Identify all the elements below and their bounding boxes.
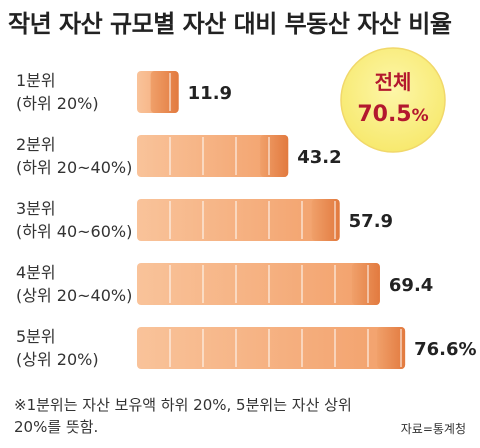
bar-end-cap — [351, 263, 380, 305]
badge-unit: % — [412, 106, 429, 126]
bar — [137, 263, 380, 305]
bar-end-cap — [150, 71, 179, 113]
bar — [137, 199, 340, 241]
value-label: 43.2 — [297, 147, 341, 168]
category-sublabel: (하위 20%) — [16, 94, 99, 113]
category-label: 4분위 — [16, 263, 56, 282]
category-sublabel: (하위 40~60%) — [16, 222, 132, 241]
value-label: 11.9 — [188, 83, 232, 104]
bar-body — [137, 327, 406, 369]
category-sublabel: (상위 20%) — [16, 350, 99, 369]
value-label: 57.9 — [349, 211, 393, 232]
badge-label: 전체 — [375, 70, 412, 94]
bar — [137, 135, 289, 177]
bar — [137, 71, 179, 113]
category-sublabel: (상위 20~40%) — [16, 286, 132, 305]
category-label: 1분위 — [16, 71, 56, 90]
category-sublabel: (하위 20~40%) — [16, 158, 132, 177]
bar-end-cap — [260, 135, 289, 177]
bar-end-cap — [377, 327, 406, 369]
chart-title: 작년 자산 규모별 자산 대비 부동산 자산 비율 — [8, 10, 452, 38]
total-badge: 전체 70.5% — [340, 47, 446, 153]
bar-body — [137, 263, 380, 305]
badge-value: 70.5% — [357, 102, 428, 127]
source-credit: 자료=통계청 — [400, 422, 466, 436]
category-label: 5분위 — [16, 327, 56, 346]
footnote: ※1분위는 자산 보유액 하위 20%, 5분위는 자산 상위 20%를 뜻함. — [14, 396, 352, 436]
category-label: 3분위 — [16, 199, 56, 218]
bar-end-cap — [311, 199, 340, 241]
bar — [137, 327, 406, 369]
value-label: 76.6% — [414, 339, 476, 360]
bar-body — [137, 199, 340, 241]
bar-body — [137, 135, 289, 177]
badge-number: 70.5 — [357, 102, 411, 127]
value-label: 69.4 — [389, 275, 433, 296]
category-label: 2분위 — [16, 135, 56, 154]
